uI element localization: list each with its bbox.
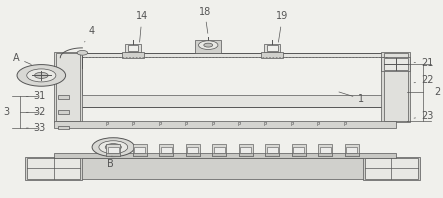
Bar xyxy=(135,147,145,153)
Text: A: A xyxy=(12,53,31,65)
Bar xyxy=(384,58,408,70)
Text: 2: 2 xyxy=(434,87,440,97)
Text: P: P xyxy=(211,122,214,127)
Circle shape xyxy=(198,41,218,50)
Circle shape xyxy=(105,144,121,151)
Bar xyxy=(128,45,139,51)
Bar xyxy=(125,44,141,52)
Bar xyxy=(267,45,278,51)
Bar xyxy=(267,147,278,153)
Text: 21: 21 xyxy=(414,58,433,68)
Circle shape xyxy=(77,50,88,55)
Circle shape xyxy=(27,69,56,82)
Bar xyxy=(58,126,69,129)
Text: P: P xyxy=(158,122,161,127)
Bar xyxy=(159,153,173,156)
Text: P: P xyxy=(264,122,267,127)
Text: 18: 18 xyxy=(198,7,211,33)
Text: P: P xyxy=(291,122,294,127)
Text: P: P xyxy=(185,122,188,127)
Circle shape xyxy=(17,65,66,86)
Text: B: B xyxy=(107,156,113,169)
Circle shape xyxy=(110,146,117,148)
Bar xyxy=(58,110,69,114)
Bar xyxy=(78,53,392,107)
Bar xyxy=(54,158,396,179)
Bar xyxy=(58,95,69,99)
Text: 3: 3 xyxy=(3,107,9,117)
Bar xyxy=(239,153,253,156)
Bar xyxy=(291,144,306,156)
Bar xyxy=(363,157,420,180)
Text: P: P xyxy=(132,122,135,127)
Bar xyxy=(346,147,357,153)
Bar xyxy=(54,52,82,122)
Bar xyxy=(82,57,387,95)
Bar xyxy=(122,52,144,58)
Bar xyxy=(56,53,80,121)
Bar xyxy=(195,40,222,53)
Bar xyxy=(381,57,410,71)
Text: 22: 22 xyxy=(414,75,434,85)
Bar xyxy=(106,144,120,156)
Bar xyxy=(264,44,280,52)
Text: P: P xyxy=(105,122,108,127)
Bar xyxy=(27,158,80,179)
Bar xyxy=(241,147,251,153)
Bar xyxy=(106,153,120,156)
Bar xyxy=(381,52,410,122)
Circle shape xyxy=(92,138,135,157)
Circle shape xyxy=(35,72,48,78)
Bar xyxy=(365,158,418,179)
Bar xyxy=(345,153,359,156)
Bar xyxy=(318,144,332,156)
Bar xyxy=(161,147,171,153)
Text: 1: 1 xyxy=(339,92,365,104)
Bar xyxy=(159,144,173,156)
Bar xyxy=(186,144,200,156)
Text: 4: 4 xyxy=(85,26,94,42)
Text: P: P xyxy=(237,122,241,127)
Bar xyxy=(214,147,225,153)
Bar xyxy=(345,144,359,156)
Text: 33: 33 xyxy=(26,123,46,132)
Bar xyxy=(265,144,279,156)
Bar xyxy=(239,144,253,156)
Text: P: P xyxy=(317,122,320,127)
Bar xyxy=(384,53,408,121)
Text: 32: 32 xyxy=(26,107,46,117)
Circle shape xyxy=(99,141,128,154)
Bar xyxy=(265,153,279,156)
Bar xyxy=(212,144,226,156)
Bar xyxy=(25,157,82,180)
Bar xyxy=(54,153,396,158)
Bar xyxy=(212,153,226,156)
Bar xyxy=(54,121,396,128)
Bar xyxy=(133,144,147,156)
Text: 14: 14 xyxy=(136,11,148,42)
Bar xyxy=(187,147,198,153)
Bar xyxy=(261,52,283,58)
Text: 23: 23 xyxy=(414,111,433,121)
Bar xyxy=(133,153,147,156)
Text: P: P xyxy=(343,122,347,127)
Text: 19: 19 xyxy=(276,11,288,42)
Bar xyxy=(320,147,330,153)
Text: 31: 31 xyxy=(26,91,46,101)
Bar xyxy=(291,153,306,156)
Bar xyxy=(293,147,304,153)
Bar xyxy=(186,153,200,156)
Bar xyxy=(318,153,332,156)
Circle shape xyxy=(204,43,213,47)
Bar xyxy=(108,147,119,153)
